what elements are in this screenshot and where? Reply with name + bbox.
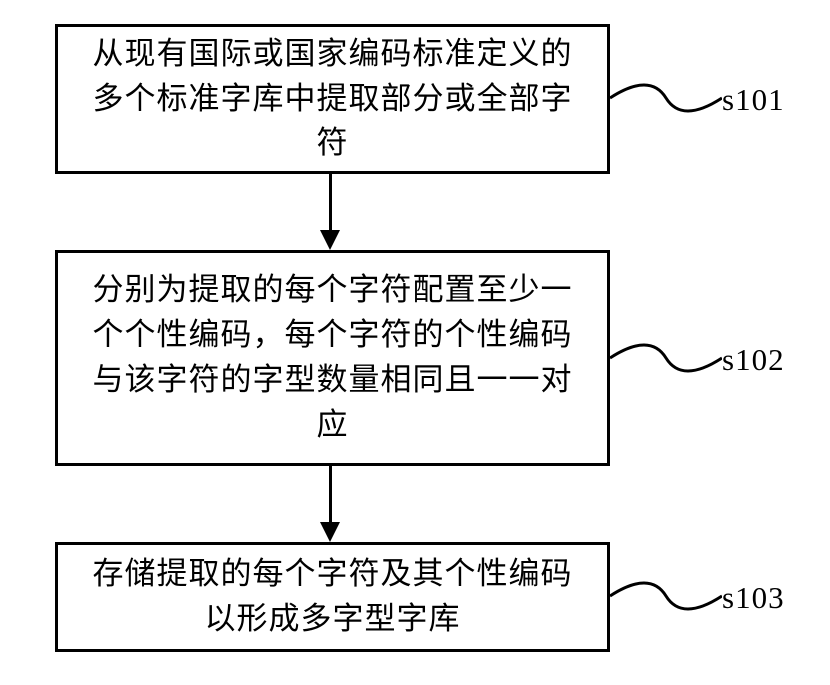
flow-step-s101: 从现有国际或国家编码标准定义的多个标准字库中提取部分或全部字符 [55,24,610,174]
arrow-s101-s102 [329,174,332,232]
flow-step-s102: 分别为提取的每个字符配置至少一个个性编码，每个字符的个性编码与该字符的字型数量相… [55,250,610,466]
flow-step-text: 从现有国际或国家编码标准定义的多个标准字库中提取部分或全部字符 [78,32,587,167]
flow-step-text: 存储提取的每个字符及其个性编码以形成多字型字库 [78,552,587,642]
step-label-s101: s101 [722,82,785,118]
connector-curve-s103 [610,576,722,616]
flow-step-text: 分别为提取的每个字符配置至少一个个性编码，每个字符的个性编码与该字符的字型数量相… [78,268,587,448]
step-label-s103: s103 [722,580,785,616]
connector-curve-s102 [610,338,722,378]
arrow-s102-s103 [329,466,332,524]
connector-curve-s101 [610,78,722,118]
flow-step-s103: 存储提取的每个字符及其个性编码以形成多字型字库 [55,542,610,652]
arrow-head-icon [320,230,340,250]
step-label-s102: s102 [722,342,785,378]
arrow-head-icon [320,522,340,542]
